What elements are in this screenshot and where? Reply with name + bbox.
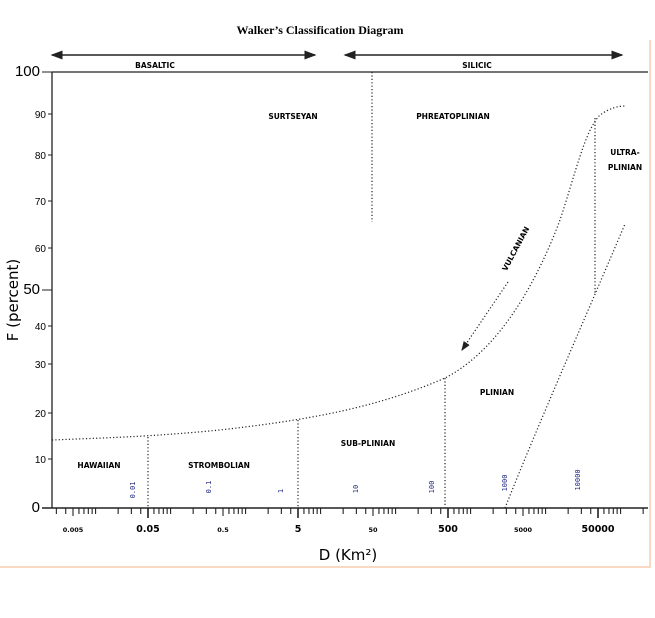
- inner-label: 10: [352, 485, 360, 493]
- y-tick-label: 50: [23, 281, 40, 298]
- y-tick-label: 100: [15, 63, 40, 80]
- x-tick-label: 0.05: [136, 524, 159, 535]
- field-ultraplinian-line1: ULTRA-: [610, 148, 639, 157]
- inner-label: 0.01: [129, 482, 137, 499]
- x-tick-label: 50: [368, 526, 378, 534]
- field-strombolian: STROMBOLIAN: [188, 461, 250, 470]
- diagram-title: Walker’s Classification Diagram: [236, 23, 403, 37]
- y-tick-label: 10: [35, 455, 47, 466]
- inner-label: 1: [277, 489, 285, 493]
- inner-label: 0.1: [205, 481, 213, 494]
- field-surtseyan: SURTSEYAN: [268, 112, 317, 121]
- plinian-dispersal-line: [504, 223, 626, 509]
- y-tick-label: 0: [32, 499, 40, 516]
- field-subplinian: SUB-PLINIAN: [341, 439, 396, 448]
- inner-label: 1000: [501, 475, 509, 492]
- silicic-label: SILICIC: [462, 61, 492, 70]
- y-tick-label: 90: [35, 110, 47, 121]
- y-axis-label: F (percent): [4, 259, 22, 342]
- y-tick-label: 30: [35, 360, 47, 371]
- x-tick-label: 500: [438, 524, 458, 535]
- field-phreatoplinian: PHREATOPLINIAN: [416, 112, 490, 121]
- basaltic-label: BASALTIC: [135, 61, 175, 70]
- field-hawaiian: HAWAIIAN: [77, 461, 120, 470]
- x-tick-label: 0.005: [63, 526, 84, 534]
- y-tick-label: 20: [35, 409, 47, 420]
- y-tick-label: 60: [35, 244, 47, 255]
- y-tick-label: 80: [35, 151, 47, 162]
- x-tick-label: 0.5: [217, 526, 229, 534]
- y-tick-label: 40: [35, 322, 47, 333]
- x-axis-label: D (Km²): [319, 546, 377, 564]
- field-plinian: PLINIAN: [480, 388, 514, 397]
- inner-label: 10000: [574, 469, 582, 490]
- field-ultraplinian-line2: PLINIAN: [608, 163, 642, 172]
- vulcanian-arrow: [461, 281, 509, 351]
- fragmentation-curve: [51, 105, 626, 441]
- y-axis-ticks: [42, 71, 52, 509]
- x-axis-ticks: [55, 508, 644, 518]
- figure-frame: [0, 40, 651, 568]
- y-tick-label: 70: [35, 197, 47, 208]
- field-vulcanian: VULCANIAN: [500, 225, 531, 273]
- x-tick-label: 50000: [581, 524, 614, 535]
- x-tick-label: 5: [295, 524, 302, 535]
- inner-label: 100: [428, 481, 436, 494]
- x-tick-label: 5000: [514, 526, 533, 534]
